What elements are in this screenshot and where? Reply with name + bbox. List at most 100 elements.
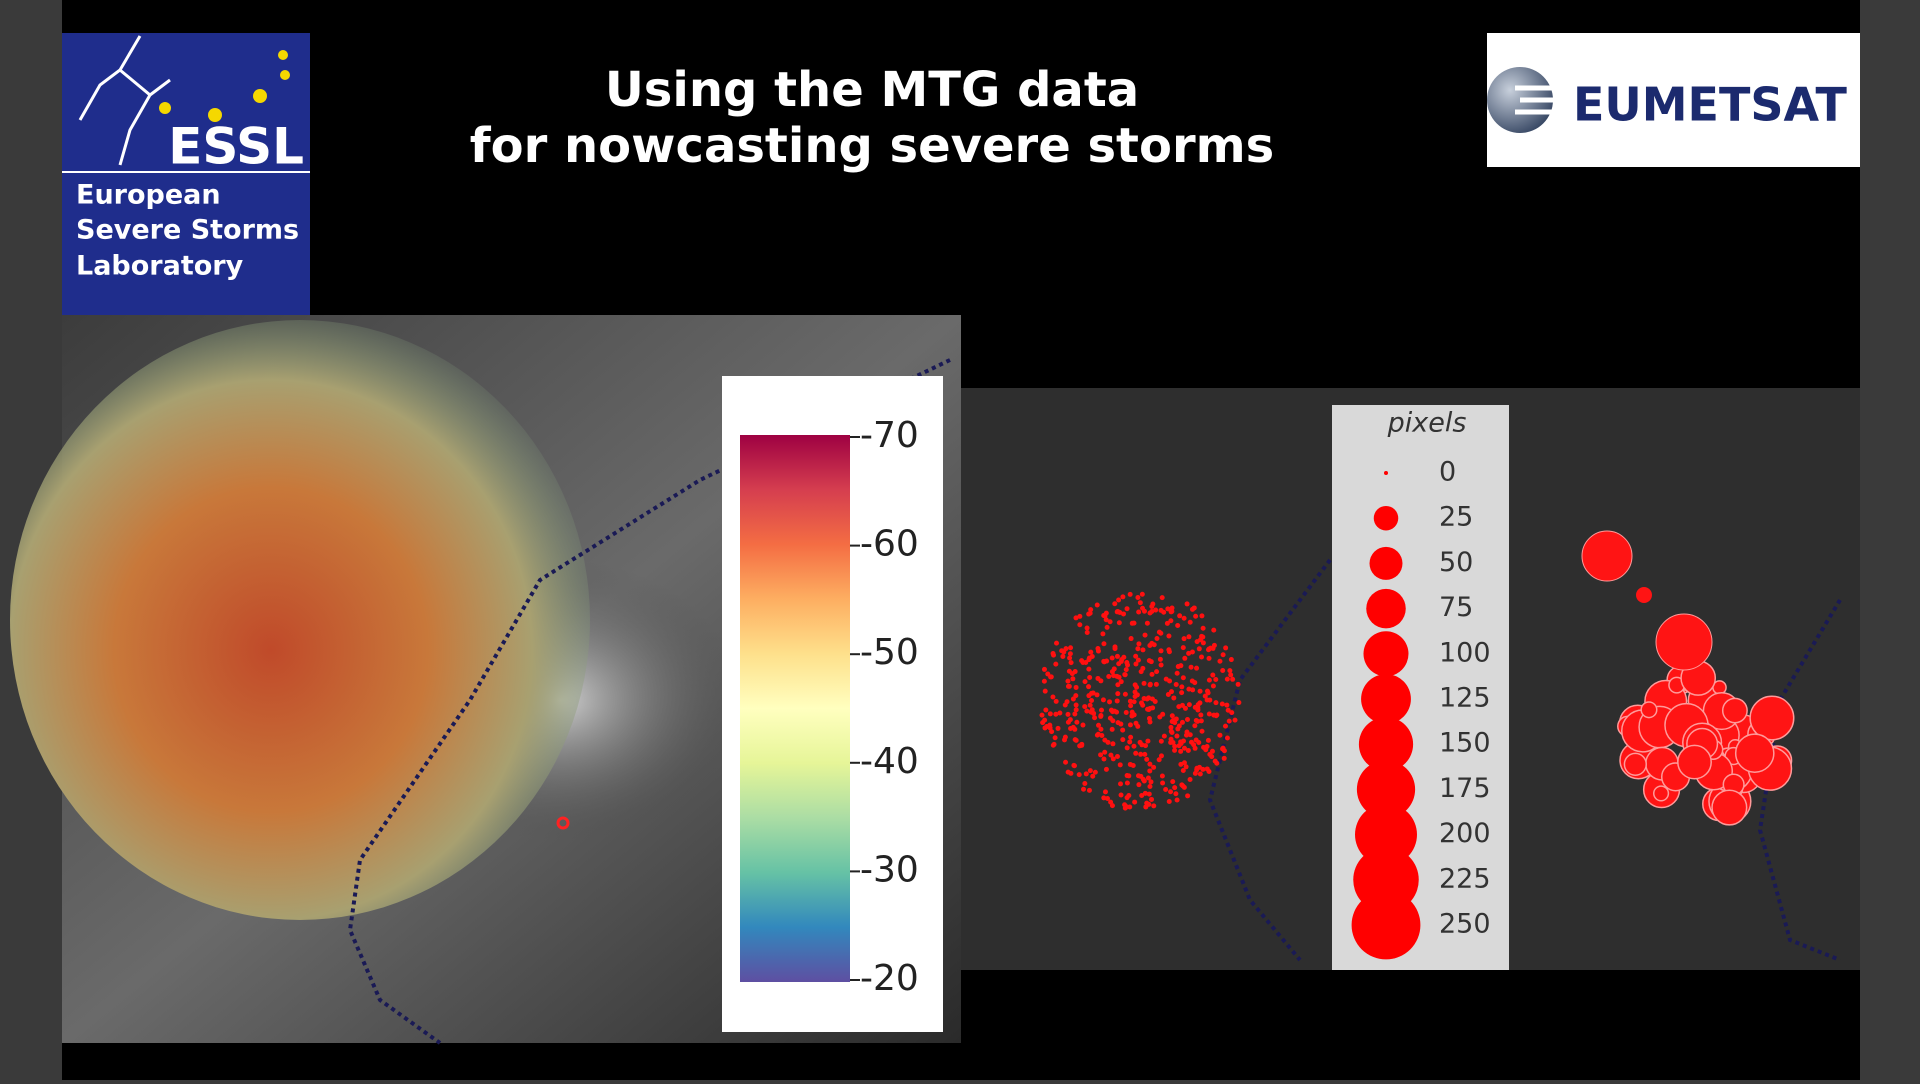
detection-dot: [1163, 787, 1169, 793]
detection-dot: [1224, 702, 1230, 708]
detection-dot: [1131, 743, 1137, 749]
detection-dot: [1068, 660, 1074, 666]
detection-dot: [1187, 732, 1193, 738]
detection-dot: [1120, 737, 1126, 743]
detection-dot: [1181, 784, 1187, 790]
detection-dot: [1132, 694, 1138, 700]
detection-dot: [1157, 656, 1163, 662]
legend-marker: [1369, 546, 1403, 580]
detection-dot: [1114, 653, 1120, 659]
legend-marker: [1363, 631, 1409, 677]
detection-dot: [1196, 740, 1202, 746]
detection-dot: [1116, 661, 1122, 667]
detection-dot: [1140, 605, 1146, 611]
detection-dot: [1142, 632, 1148, 638]
detection-dot: [1102, 749, 1108, 755]
detection-dot: [1084, 625, 1090, 631]
detection-dot: [1156, 629, 1162, 635]
detection-dot: [1168, 689, 1174, 695]
detection-dot: [1154, 636, 1160, 642]
detection-dot: [1158, 662, 1164, 668]
detection-dot: [1137, 739, 1143, 745]
detection-dot: [1103, 766, 1109, 772]
detection-dot: [1192, 770, 1198, 776]
detection-dot: [1219, 701, 1225, 707]
detection-bubble: [1677, 744, 1712, 780]
legend-marker: [1358, 717, 1414, 772]
detection-dot: [1153, 607, 1159, 613]
detection-dot: [1112, 644, 1118, 650]
detection-dot: [1110, 709, 1116, 715]
detection-dot: [1124, 745, 1130, 751]
detection-dot: [1060, 653, 1066, 659]
detection-dot: [1149, 696, 1155, 702]
detection-dot: [1132, 799, 1138, 805]
detection-dot: [1185, 793, 1191, 799]
detection-dot: [1117, 762, 1123, 768]
detection-dot: [1064, 699, 1070, 705]
detection-dot: [1147, 705, 1153, 711]
detection-dot: [1114, 698, 1120, 704]
detection-dot: [1082, 780, 1088, 786]
detection-dot: [1138, 773, 1144, 779]
detection-dot: [1077, 622, 1083, 628]
detection-dot: [1146, 695, 1152, 701]
detection-dot: [1073, 615, 1079, 621]
detection-dot: [1083, 771, 1089, 777]
detection-dot: [1206, 677, 1212, 683]
detection-dot: [1172, 785, 1178, 791]
detection-dot: [1150, 601, 1156, 607]
detection-dot: [1065, 711, 1071, 717]
detection-dot: [1090, 690, 1096, 696]
detection-dot: [1118, 679, 1124, 685]
detection-dot: [1194, 665, 1200, 671]
detection-dot: [1147, 761, 1153, 767]
detection-dot: [1140, 647, 1146, 653]
legend-marker: [1351, 890, 1421, 960]
detection-dot: [1168, 609, 1174, 615]
detection-dot: [1140, 702, 1146, 708]
detection-dot: [1118, 781, 1124, 787]
detection-dot: [1184, 716, 1190, 722]
detection-dot: [1043, 707, 1049, 713]
detection-dot: [1042, 717, 1048, 723]
detection-dot: [1135, 657, 1141, 663]
detection-dot: [1198, 712, 1204, 718]
detection-dot: [1202, 693, 1208, 699]
slide-title: Using the MTG data: [605, 62, 1139, 118]
detection-dot: [1151, 642, 1157, 648]
detection-dot: [1133, 720, 1139, 726]
detection-dot: [1092, 769, 1098, 775]
detection-dot: [1167, 678, 1173, 684]
detection-dot: [1166, 799, 1172, 805]
colorbar-tick-label: -60: [860, 524, 919, 565]
detection-dot: [1106, 673, 1112, 679]
detection-dot: [1072, 726, 1078, 732]
detection-dot: [1154, 669, 1160, 675]
detection-dot: [1050, 650, 1056, 656]
detection-dot: [1073, 702, 1079, 708]
detection-dot: [1050, 742, 1056, 748]
detection-dot: [1183, 764, 1189, 770]
detection-dot: [1082, 704, 1088, 710]
detection-dot: [1217, 732, 1223, 738]
detection-dot: [1228, 657, 1234, 663]
detection-dot: [1189, 606, 1195, 612]
detection-dot: [1080, 722, 1086, 728]
detection-dot: [1054, 640, 1060, 646]
detection-dot: [1135, 594, 1141, 600]
legend-label: 175: [1439, 773, 1491, 804]
detection-dot: [1196, 646, 1202, 652]
detection-dot: [1210, 683, 1216, 689]
detection-dot: [1224, 676, 1230, 682]
detection-dot: [1188, 664, 1194, 670]
detection-dot: [1141, 680, 1147, 686]
detection-dot: [1160, 780, 1166, 786]
detection-dot: [1199, 613, 1205, 619]
detection-dot: [1168, 739, 1174, 745]
detection-dot: [1179, 684, 1185, 690]
detection-dot: [1190, 687, 1196, 693]
detection-dot: [1095, 731, 1101, 737]
detection-dot: [1086, 693, 1092, 699]
